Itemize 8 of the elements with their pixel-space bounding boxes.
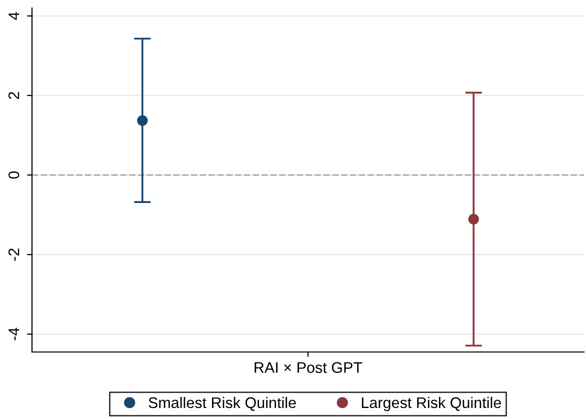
y-tick-label: 4 <box>8 12 20 20</box>
y-tick-label: 2 <box>8 92 20 99</box>
legend-label: Smallest Risk Quintile <box>148 396 296 411</box>
x-tick-label: RAI × Post GPT <box>254 362 362 373</box>
y-tick-label: 0 <box>8 171 20 179</box>
legend-label: Largest Risk Quintile <box>362 396 501 412</box>
y-tick-label: -2 <box>8 248 20 261</box>
y-tick-label: -4 <box>8 328 20 340</box>
